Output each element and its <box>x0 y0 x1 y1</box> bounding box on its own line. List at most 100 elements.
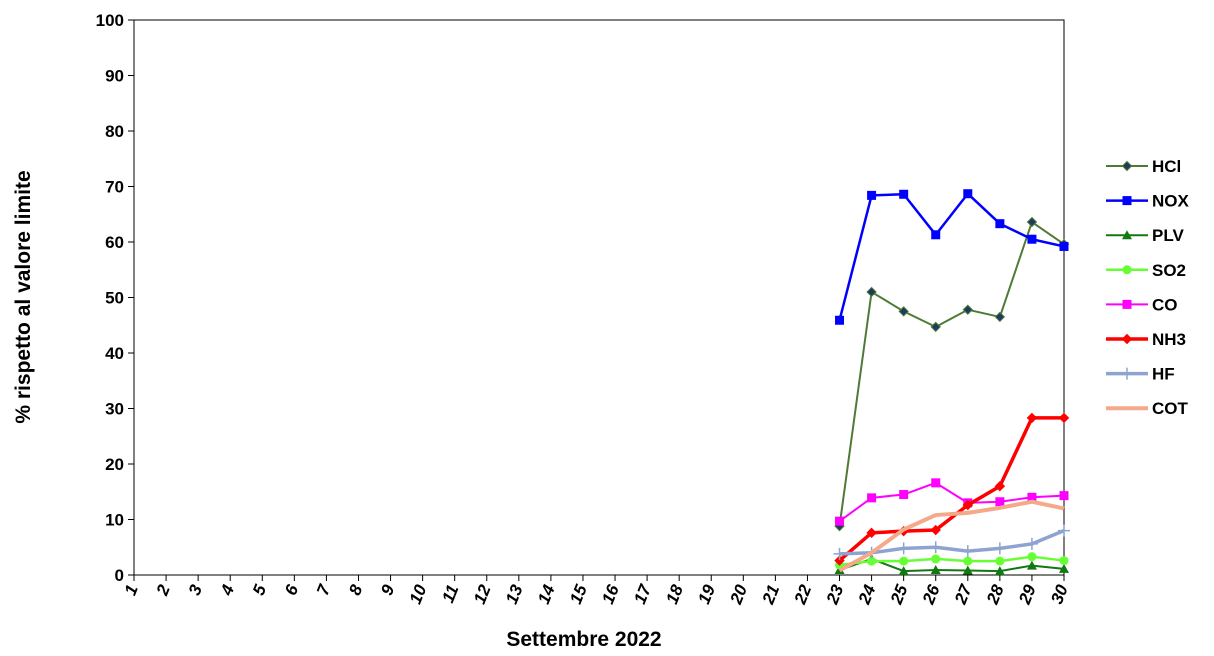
series-nox <box>835 189 1069 325</box>
series-line <box>838 192 1065 321</box>
data-point <box>1026 216 1038 228</box>
y-tick-label: 0 <box>115 566 124 585</box>
legend-label: CO <box>1152 295 1178 314</box>
series-layer <box>833 189 1070 576</box>
x-axis-title: Settembre 2022 <box>506 628 661 651</box>
series-line <box>838 499 1065 573</box>
x-tick-label: 20 <box>726 582 751 608</box>
data-point <box>866 286 877 298</box>
x-tick-label: 7 <box>313 581 335 598</box>
series-so2 <box>835 552 1069 570</box>
data-point <box>898 306 909 317</box>
x-tick-label: 1 <box>121 582 142 598</box>
data-point <box>1122 265 1132 275</box>
x-tick-label: 5 <box>249 582 270 598</box>
data-point <box>994 311 1006 323</box>
data-point <box>931 554 941 564</box>
x-tick-label: 14 <box>534 582 559 607</box>
x-tick-label: 29 <box>1015 582 1040 608</box>
series-line <box>839 555 1065 567</box>
series-hcl <box>834 216 1070 532</box>
legend-label: NOX <box>1152 192 1190 211</box>
x-tick-label: 19 <box>694 582 719 607</box>
legend-item-hcl: HCl <box>1106 157 1181 176</box>
y-tick-label: 30 <box>105 400 124 419</box>
x-tick-label: 24 <box>854 582 879 608</box>
data-point <box>1122 299 1132 309</box>
data-point <box>963 556 973 566</box>
x-tick-label: 17 <box>630 581 655 607</box>
legend: HCl NOX PLV SO2 CO NH3 HF COT <box>1106 157 1190 418</box>
data-point <box>962 499 974 511</box>
y-tick-label: 20 <box>105 455 124 474</box>
x-tick-label: 8 <box>345 582 366 598</box>
data-point <box>963 189 973 199</box>
legend-label: COT <box>1152 399 1189 418</box>
legend-item-nox: NOX <box>1106 192 1190 211</box>
data-point <box>994 480 1006 492</box>
data-point <box>1026 560 1037 570</box>
x-tick-label: 18 <box>662 582 687 607</box>
series-line <box>838 481 1065 522</box>
data-point <box>962 565 973 575</box>
legend-label: HCl <box>1152 157 1181 176</box>
data-point <box>961 545 974 558</box>
data-point <box>1059 491 1069 501</box>
series-line <box>838 221 1065 527</box>
plot-area-frame <box>133 19 1065 576</box>
x-tick-label: 3 <box>185 582 206 598</box>
data-point <box>867 556 877 566</box>
x-tick-label: 10 <box>406 582 431 607</box>
legend-label: HF <box>1152 365 1175 384</box>
data-point <box>867 493 877 503</box>
data-point <box>1025 537 1038 550</box>
legend-label: PLV <box>1152 226 1184 245</box>
legend-item-cot: COT <box>1106 399 1189 418</box>
x-tick-label: 21 <box>758 582 783 608</box>
data-point <box>994 566 1005 576</box>
data-point <box>897 542 910 555</box>
y-tick-label: 40 <box>105 344 124 363</box>
data-point <box>899 556 909 566</box>
x-tick-label: 11 <box>438 582 462 605</box>
legend-item-co: CO <box>1106 295 1178 314</box>
x-tick-label: 23 <box>822 582 847 608</box>
data-point <box>1058 524 1070 537</box>
data-point <box>995 556 1005 566</box>
series-cot <box>838 499 1065 573</box>
data-point <box>1059 556 1069 566</box>
data-point <box>1027 234 1037 244</box>
x-tick-label: 4 <box>217 582 239 599</box>
data-point <box>930 321 941 333</box>
x-tick-label: 27 <box>951 581 977 608</box>
data-point <box>930 524 941 536</box>
x-tick-label: 22 <box>790 582 815 608</box>
data-point <box>1059 563 1069 573</box>
x-tick-label: 2 <box>152 582 174 599</box>
legend-item-hf: HF <box>1106 365 1175 384</box>
data-point <box>995 497 1005 507</box>
y-tick-label: 60 <box>105 233 124 252</box>
data-point <box>866 527 877 539</box>
y-tick-label: 50 <box>105 289 124 308</box>
y-tick-label: 100 <box>96 11 124 30</box>
x-tick-label: 13 <box>502 582 527 607</box>
data-point <box>1122 230 1132 240</box>
legend-label: NH3 <box>1152 330 1186 349</box>
x-tick-label: 16 <box>598 582 623 607</box>
y-tick-label: 10 <box>105 511 124 530</box>
data-point <box>898 566 909 576</box>
data-point <box>931 230 941 240</box>
y-axis-title: % rispetto al valore limite <box>12 170 35 423</box>
y-tick-label: 90 <box>105 67 124 86</box>
y-tick-label: 80 <box>105 122 124 141</box>
data-point <box>929 541 942 554</box>
data-point <box>1027 552 1037 562</box>
x-tick-label: 12 <box>470 582 495 607</box>
series-hf <box>833 524 1070 560</box>
x-tick-label: 9 <box>377 582 398 598</box>
data-point <box>899 189 909 199</box>
x-tick-label: 30 <box>1047 582 1072 607</box>
data-point <box>833 547 846 560</box>
